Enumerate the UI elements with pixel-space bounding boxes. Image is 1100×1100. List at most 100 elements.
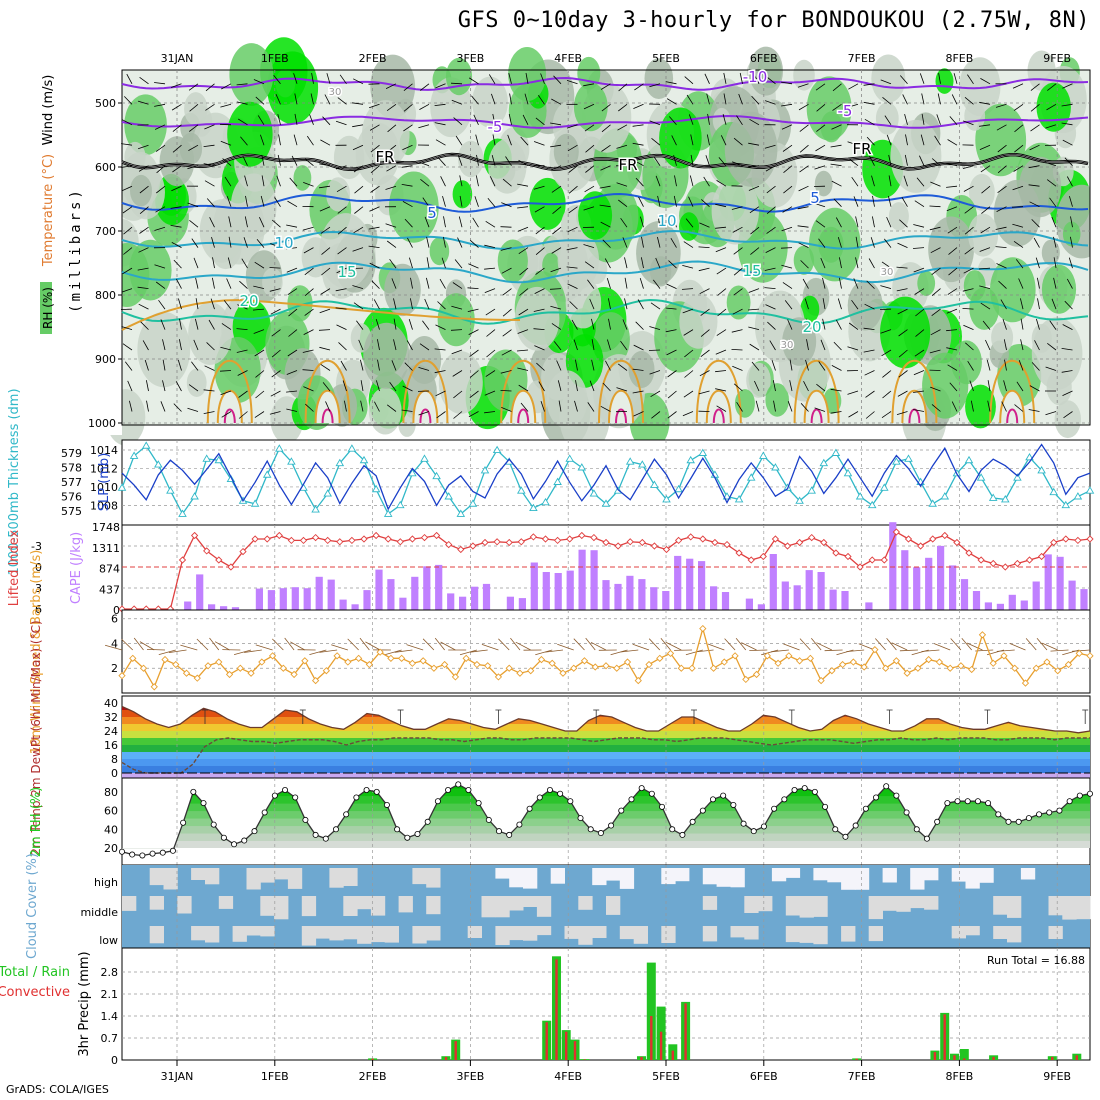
- wind-barb: [879, 308, 892, 310]
- rh-shade-blob: [363, 322, 410, 389]
- wind-barb: [1070, 236, 1073, 248]
- cloud-gap-cell: [951, 926, 966, 939]
- wind-barb: [749, 118, 760, 126]
- wind-barb: [273, 74, 281, 85]
- wind-barb: [666, 349, 677, 356]
- thickness-point: [1013, 473, 1022, 481]
- wind-barb: [633, 411, 644, 417]
- lifted-index-point: [941, 531, 949, 540]
- wind-barb: [591, 339, 595, 351]
- wind-barb: [287, 288, 298, 296]
- wind-barb: [979, 247, 991, 252]
- cape-bar: [698, 561, 706, 610]
- cloud-gap-cell: [260, 896, 275, 916]
- wind-barb: [142, 340, 149, 351]
- wind-speed-point: [537, 655, 546, 664]
- cloud-gap-cell: [426, 896, 441, 915]
- wind-barb: [787, 319, 793, 330]
- wind-barb: [1029, 144, 1040, 151]
- surface-wind-barb: [585, 637, 596, 651]
- wind-barb: [931, 288, 941, 297]
- surface-wind-barb: [244, 649, 262, 653]
- precip-tick-label: 0.7: [101, 1032, 119, 1045]
- top-date-label: 9FEB: [1043, 52, 1071, 65]
- cape-bar: [984, 602, 992, 610]
- rh-shade-blob: [229, 43, 274, 106]
- rh-point: [903, 809, 910, 816]
- cape-bar: [411, 576, 419, 610]
- wind-barb: [930, 329, 941, 336]
- wind-barb: [335, 307, 347, 310]
- wind-barb: [1037, 277, 1040, 289]
- wind-barb: [294, 113, 298, 125]
- cloud-gap-cell: [813, 926, 828, 945]
- precip-axis-label: 3hr Precip (mm): [77, 951, 92, 1056]
- wind-barb: [765, 247, 776, 253]
- cloud-gap-cell: [730, 926, 745, 938]
- rh-point: [750, 828, 757, 835]
- wind-barb: [913, 409, 925, 412]
- cloud-gap-cell: [979, 868, 994, 883]
- wind-barb: [798, 185, 809, 192]
- cloud-gap-cell: [412, 926, 427, 944]
- wind-barb: [1033, 237, 1040, 248]
- wind-barb: [732, 226, 743, 233]
- cloud-gap-cell: [841, 926, 856, 942]
- wind-barb: [500, 370, 512, 374]
- wind-barb: [393, 339, 397, 351]
- temp-tick-label: 24: [104, 725, 118, 738]
- wind-speed-point: [1086, 652, 1094, 660]
- rh-shade-blob: [1054, 400, 1082, 439]
- surface-wind-barb: [749, 649, 768, 651]
- wind-barb: [605, 360, 611, 371]
- surface-wind-barb: [783, 643, 800, 651]
- thickness-point: [589, 489, 599, 497]
- wind-barb: [701, 199, 710, 207]
- wind-speed-point: [849, 658, 858, 666]
- cape-bar: [913, 567, 921, 610]
- wind-barb: [683, 329, 694, 336]
- cloud-gap-cell: [260, 868, 275, 883]
- temp-tick-label: 0: [111, 767, 118, 780]
- wind-barb: [584, 261, 595, 269]
- wind-barb: [666, 283, 677, 289]
- cape-bar: [351, 604, 359, 610]
- cape-bar: [602, 580, 610, 610]
- wind-barb: [931, 158, 941, 167]
- wind-barb: [946, 163, 958, 167]
- thickness-point: [323, 489, 332, 497]
- surface-wind-barb: [272, 638, 284, 651]
- wind-speed-point: [1064, 660, 1073, 669]
- wind-barb: [698, 390, 710, 395]
- cape-bar: [423, 566, 431, 610]
- wind-barb: [632, 142, 644, 146]
- thickness-point: [1049, 487, 1058, 496]
- surface-wind-barb: [384, 649, 402, 656]
- cape-bar: [1056, 556, 1064, 610]
- wind-barb: [1064, 300, 1073, 310]
- wind-barb: [237, 118, 248, 126]
- wind-barb: [154, 82, 166, 85]
- surface-wind-barb: [996, 649, 1015, 652]
- slp-tick-label: 1012: [90, 462, 118, 475]
- lifted-index-tick-label: -3: [31, 540, 42, 553]
- wind-barb: [336, 185, 347, 193]
- thickness-point: [807, 486, 816, 494]
- left-mask: [0, 40, 122, 435]
- surface-wind-barb: [1041, 642, 1058, 651]
- wind-barb: [1045, 411, 1057, 416]
- wind-barb: [716, 267, 727, 275]
- below-zero-band: [122, 773, 1090, 778]
- pressure-tick-label: 500: [95, 97, 116, 110]
- wind-barb: [931, 404, 941, 412]
- contour-label: -5: [838, 102, 853, 120]
- wind-barb: [287, 200, 298, 208]
- contour-label: 10: [657, 212, 676, 230]
- wind-barb: [914, 349, 925, 357]
- wind-barb: [798, 242, 809, 248]
- lifted-index-point: [203, 547, 211, 555]
- wind-barb: [326, 73, 331, 84]
- rh-shade-blob: [508, 47, 547, 102]
- wind-barb: [799, 124, 809, 132]
